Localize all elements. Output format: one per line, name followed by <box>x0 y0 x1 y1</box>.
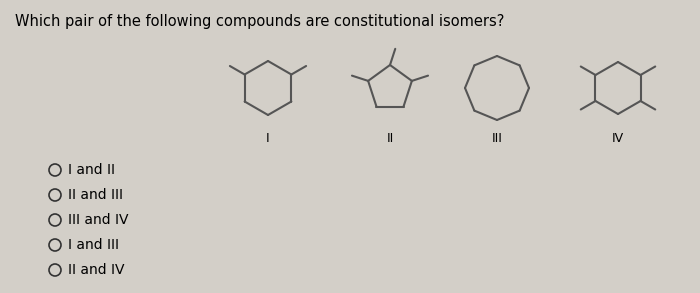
Text: II and IV: II and IV <box>68 263 125 277</box>
Text: I and III: I and III <box>68 238 119 252</box>
Text: I and II: I and II <box>68 163 115 177</box>
Text: III and IV: III and IV <box>68 213 129 227</box>
Text: III: III <box>491 132 503 145</box>
Text: II and III: II and III <box>68 188 123 202</box>
Text: II: II <box>386 132 393 145</box>
Text: I: I <box>266 132 270 145</box>
Text: Which pair of the following compounds are constitutional isomers?: Which pair of the following compounds ar… <box>15 14 505 29</box>
Text: IV: IV <box>612 132 624 145</box>
